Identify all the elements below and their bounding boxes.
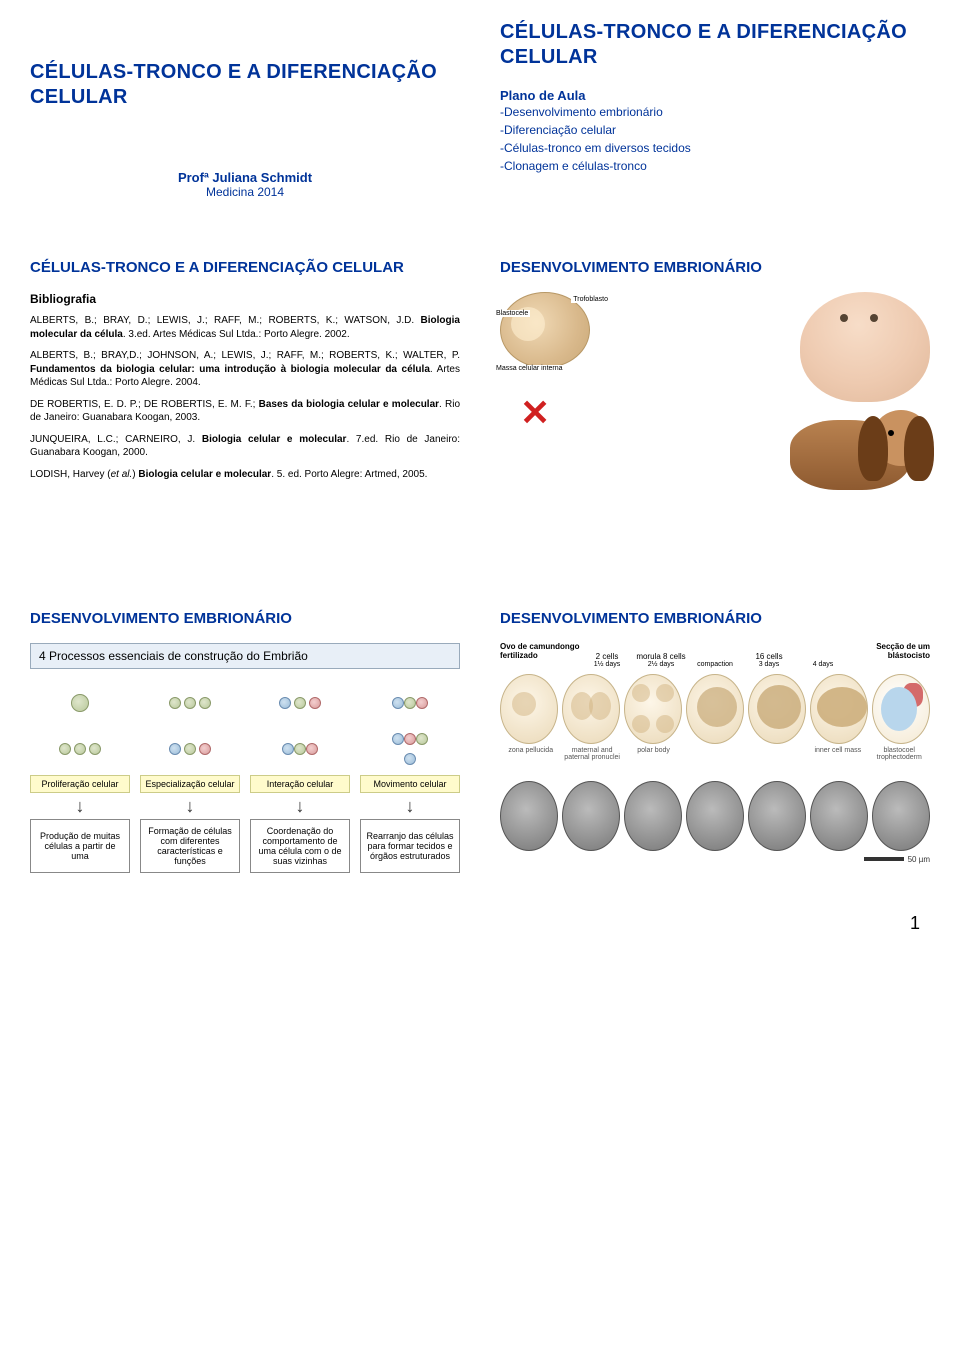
- ref-1: ALBERTS, B.; BRAY,D.; JOHNSON, A.; LEWIS…: [30, 349, 460, 390]
- embryo-figure: Blastocele Trofoblasto Massa celular int…: [500, 292, 930, 520]
- bl-4: [746, 747, 807, 761]
- dog-image: [790, 410, 930, 520]
- label-trofoblasto: Trofoblasto: [571, 296, 610, 303]
- ref-4: LODISH, Harvey (et al.) Biologia celular…: [30, 468, 460, 482]
- proc3-img-bottom: [390, 729, 430, 769]
- bl-1: maternal and paternal pronuclei: [561, 747, 622, 761]
- timeline-right-label: Secção de um blástocisto: [850, 643, 930, 661]
- proc2-img-top: [250, 683, 350, 723]
- tl-cell-2: [624, 674, 682, 744]
- slide1-title: CÉLULAS-TRONCO E A DIFERENCIAÇÃO CELULAR: [30, 60, 460, 110]
- process-col-1: Especialização celular ↓ Formação de cél…: [140, 683, 240, 873]
- author-block: Profª Juliana Schmidt Medicina 2014: [30, 170, 460, 199]
- proc1-label: Especialização celular: [140, 775, 240, 793]
- bl-5: inner cell mass: [807, 747, 868, 761]
- bl-6: blastocoel trophectoderm: [869, 747, 930, 761]
- tl-cell-3: [686, 674, 744, 744]
- red-cross-icon: ✕: [520, 392, 550, 434]
- proc2-desc: Coordenação do comportamento de uma célu…: [250, 819, 350, 873]
- stage-1-bottom: 2½ days: [634, 661, 688, 668]
- arrow-down-icon: ↓: [406, 799, 415, 813]
- stage-3-bottom: 3 days: [742, 661, 796, 668]
- arrow-down-icon: ↓: [186, 799, 195, 813]
- proc1-desc: Formação de células com diferentes carac…: [140, 819, 240, 873]
- timeline-bottom-labels: zona pellucida maternal and paternal pro…: [500, 747, 930, 761]
- process-col-3: Movimento celular ↓ Rearranjo das célula…: [360, 683, 460, 873]
- stage-1-top: morula 8 cells: [634, 652, 688, 661]
- process-diagram: Proliferação celular ↓ Produção de muita…: [30, 683, 460, 873]
- label-blastocele: Blastocele: [494, 310, 530, 317]
- timeline-left-label: Ovo de camundongo fertilizado: [500, 643, 580, 661]
- timeline-diagram-row: [500, 674, 930, 744]
- timeline-subheader: 1½ days 2½ days compaction 3 days 4 days: [500, 661, 930, 668]
- scale-label: 50 µm: [908, 855, 930, 864]
- tl-cell-5: [810, 674, 868, 744]
- slide-3: CÉLULAS-TRONCO E A DIFERENCIAÇÃO CELULAR…: [30, 259, 460, 520]
- blastocyst-diagram: Blastocele Trofoblasto Massa celular int…: [500, 292, 590, 368]
- em-cell: [810, 781, 868, 851]
- bibliografia-heading: Bibliografia: [30, 292, 460, 306]
- tl-cell-0: [500, 674, 558, 744]
- slide3-title: CÉLULAS-TRONCO E A DIFERENCIAÇÃO CELULAR: [30, 259, 460, 276]
- electron-micrograph-row: [500, 781, 930, 851]
- ref-0: ALBERTS, B.; BRAY, D.; LEWIS, J.; RAFF, …: [30, 314, 460, 341]
- arrow-down-icon: ↓: [76, 799, 85, 813]
- plano-title: Plano de Aula: [500, 88, 930, 103]
- slide-2: CÉLULAS-TRONCO E A DIFERENCIAÇÃO CELULAR…: [500, 20, 930, 199]
- process-col-2: Interação celular ↓ Coordenação do compo…: [250, 683, 350, 873]
- em-cell: [686, 781, 744, 851]
- stage-2-bottom: compaction: [688, 661, 742, 668]
- em-cell: [500, 781, 558, 851]
- plano-item-0: -Desenvolvimento embrionário: [500, 103, 930, 121]
- bl-0: zona pellucida: [500, 747, 561, 761]
- process-diagram-header: 4 Processos essenciais de construção do …: [30, 643, 460, 669]
- em-cell: [872, 781, 930, 851]
- plano-item-3: -Clonagem e células-tronco: [500, 157, 930, 175]
- proc1-img-top: [140, 683, 240, 723]
- proc3-label: Movimento celular: [360, 775, 460, 793]
- em-cell: [748, 781, 806, 851]
- bl-2: polar body: [623, 747, 684, 761]
- slide-1: CÉLULAS-TRONCO E A DIFERENCIAÇÃO CELULAR…: [30, 20, 460, 199]
- stage-0-top: 2 cells: [580, 652, 634, 661]
- proc0-label: Proliferação celular: [30, 775, 130, 793]
- slide4-title: DESENVOLVIMENTO EMBRIONÁRIO: [500, 259, 930, 276]
- scale-bar: 50 µm: [500, 855, 930, 864]
- tl-cell-6: [872, 674, 930, 744]
- slide6-title: DESENVOLVIMENTO EMBRIONÁRIO: [500, 610, 930, 627]
- stage-4-bottom: 4 days: [796, 661, 850, 668]
- course: Medicina 2014: [30, 185, 460, 199]
- tl-cell-4: [748, 674, 806, 744]
- slide-5: DESENVOLVIMENTO EMBRIONÁRIO 4 Processos …: [30, 610, 460, 873]
- slide-6: DESENVOLVIMENTO EMBRIONÁRIO Ovo de camun…: [500, 610, 930, 873]
- timeline-header: Ovo de camundongo fertilizado 2 cells mo…: [500, 643, 930, 661]
- plano-item-1: -Diferenciação celular: [500, 121, 930, 139]
- proc2-label: Interação celular: [250, 775, 350, 793]
- page-number: 1: [30, 913, 930, 934]
- slide5-title: DESENVOLVIMENTO EMBRIONÁRIO: [30, 610, 460, 627]
- author-name: Profª Juliana Schmidt: [30, 170, 460, 185]
- stage-0-bottom: 1½ days: [580, 661, 634, 668]
- stage-3-top: 16 cells: [742, 652, 796, 661]
- ref-2: DE ROBERTIS, E. D. P.; DE ROBERTIS, E. M…: [30, 398, 460, 425]
- em-cell: [562, 781, 620, 851]
- plano-item-2: -Células-tronco em diversos tecidos: [500, 139, 930, 157]
- proc0-desc: Produção de muitas células a partir de u…: [30, 819, 130, 873]
- proc0-img-top: [30, 683, 130, 723]
- arrow-down-icon: ↓: [296, 799, 305, 813]
- process-col-0: Proliferação celular ↓ Produção de muita…: [30, 683, 130, 873]
- proc3-desc: Rearranjo das células para formar tecido…: [360, 819, 460, 873]
- baby-image: [800, 292, 930, 402]
- bl-3: [684, 747, 745, 761]
- proc3-img-top: [360, 683, 460, 723]
- proc1-img-bottom: [140, 729, 240, 769]
- label-massa: Massa celular interna: [494, 365, 574, 372]
- proc2-img-bottom: [250, 729, 350, 769]
- proc0-img-bottom: [30, 729, 130, 769]
- slide2-title: CÉLULAS-TRONCO E A DIFERENCIAÇÃO CELULAR: [500, 20, 930, 70]
- slide-4: DESENVOLVIMENTO EMBRIONÁRIO Blastocele T…: [500, 259, 930, 520]
- tl-cell-1: [562, 674, 620, 744]
- em-cell: [624, 781, 682, 851]
- ref-3: JUNQUEIRA, L.C.; CARNEIRO, J. Biologia c…: [30, 433, 460, 460]
